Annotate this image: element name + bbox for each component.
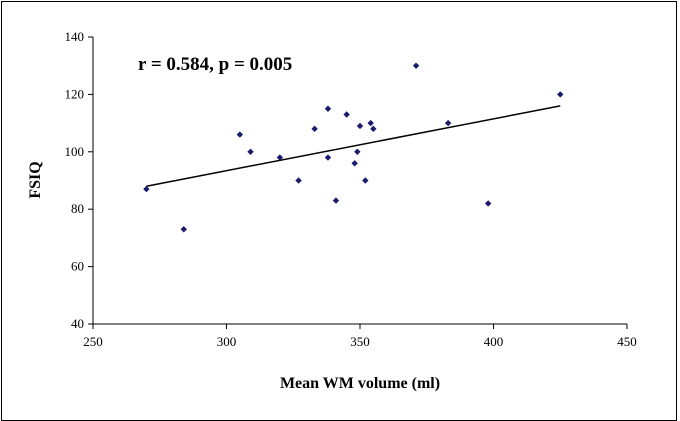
data-point [354,148,361,155]
data-point [362,177,369,184]
data-point [356,122,364,130]
data-point [247,148,254,155]
x-tick-label: 400 [484,334,504,349]
x-tick-label: 450 [617,334,637,349]
data-point [332,197,340,204]
data-point [367,119,374,127]
y-tick-label: 60 [71,259,84,274]
x-tick-label: 250 [83,334,103,349]
y-axis-title: FSIQ [27,161,44,198]
y-axis-ticks: 40 60 80 100 120 140 [65,29,93,331]
y-tick-label: 140 [65,29,85,44]
data-point [412,62,420,69]
correlation-annotation: r = 0.584, p = 0.005 [138,54,292,75]
x-tick-label: 300 [217,334,237,349]
trendline [146,105,561,187]
data-point [143,185,150,193]
x-axis-title: Mean WM volume (ml) [280,375,440,392]
x-axis-ticks: 250 300 350 400 450 [83,324,637,349]
data-point [370,125,377,133]
data-point [324,154,332,161]
data-point [295,177,302,184]
x-tick-label: 350 [350,334,370,349]
data-point [444,119,452,127]
data-point [324,105,332,112]
data-point [180,226,187,233]
scatter-chart: 40 60 80 100 120 140 250 300 350 400 450 r = 0.58… [27,29,637,392]
data-point [311,125,318,133]
y-tick-label: 100 [65,144,85,159]
data-point [484,200,492,207]
y-tick-label: 120 [65,86,85,101]
data-points [143,62,564,233]
data-point [276,154,284,161]
data-point [351,160,358,167]
data-point [557,91,564,98]
y-tick-label: 40 [71,316,84,331]
data-point [236,131,244,138]
y-tick-label: 80 [71,201,84,216]
data-point [343,111,350,118]
